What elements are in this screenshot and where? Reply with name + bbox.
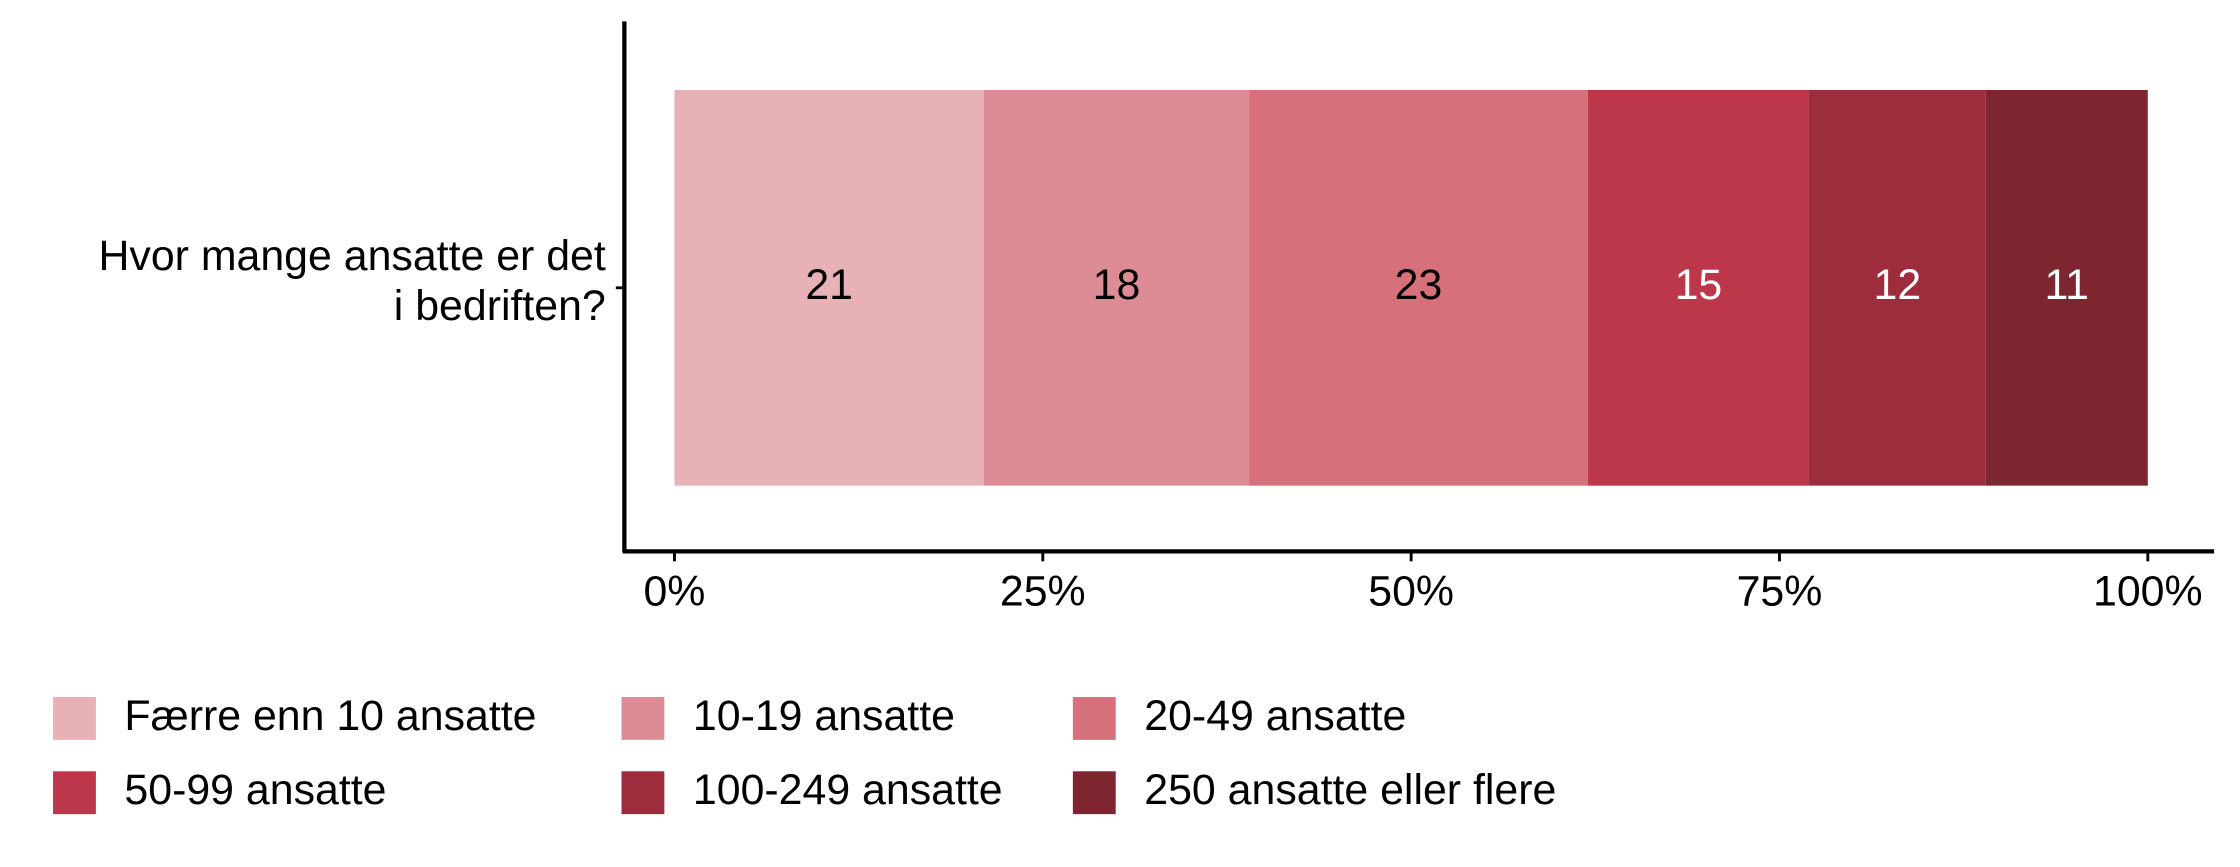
legend-label: 20-49 ansatte [1144, 692, 1406, 740]
bar-segment [1587, 89, 1809, 486]
category-label: Hvor mange ansatte er det i bedriften? [98, 232, 606, 330]
legend-key [621, 697, 665, 740]
value-label: 12 [1874, 261, 1922, 309]
legend-key [53, 697, 96, 740]
x-tick-label: 0% [643, 568, 705, 616]
legend-label: 100-249 ansatte [693, 766, 1003, 814]
category-label-box: Hvor mange ansatte er det i bedriften? [98, 232, 606, 330]
x-tick-label: 25% [1000, 568, 1086, 616]
value-label: 21 [805, 261, 853, 309]
legend-label: 50-99 ansatte [124, 766, 386, 814]
x-tick-label: 100% [2093, 568, 2203, 616]
value-label: 11 [2045, 261, 2089, 309]
legend-key [53, 771, 96, 815]
legend-label: 10-19 ansatte [693, 692, 955, 740]
bar-segment [674, 89, 984, 486]
legend-key [621, 771, 665, 815]
value-label: 15 [1675, 261, 1723, 309]
x-tick-label: 50% [1368, 568, 1454, 616]
value-label: 23 [1395, 261, 1443, 309]
bar-segment [1985, 89, 2148, 486]
bar-segment [1808, 89, 1986, 486]
bar-segment [1249, 89, 1588, 486]
x-tick-label: 75% [1737, 568, 1823, 616]
legend-key [1072, 697, 1116, 740]
legend-label: Færre enn 10 ansatte [124, 692, 536, 740]
value-label: 18 [1093, 261, 1141, 309]
bar-segment [983, 89, 1250, 486]
legend-label: 250 ansatte eller flere [1144, 766, 1556, 814]
legend-key [1072, 771, 1116, 815]
